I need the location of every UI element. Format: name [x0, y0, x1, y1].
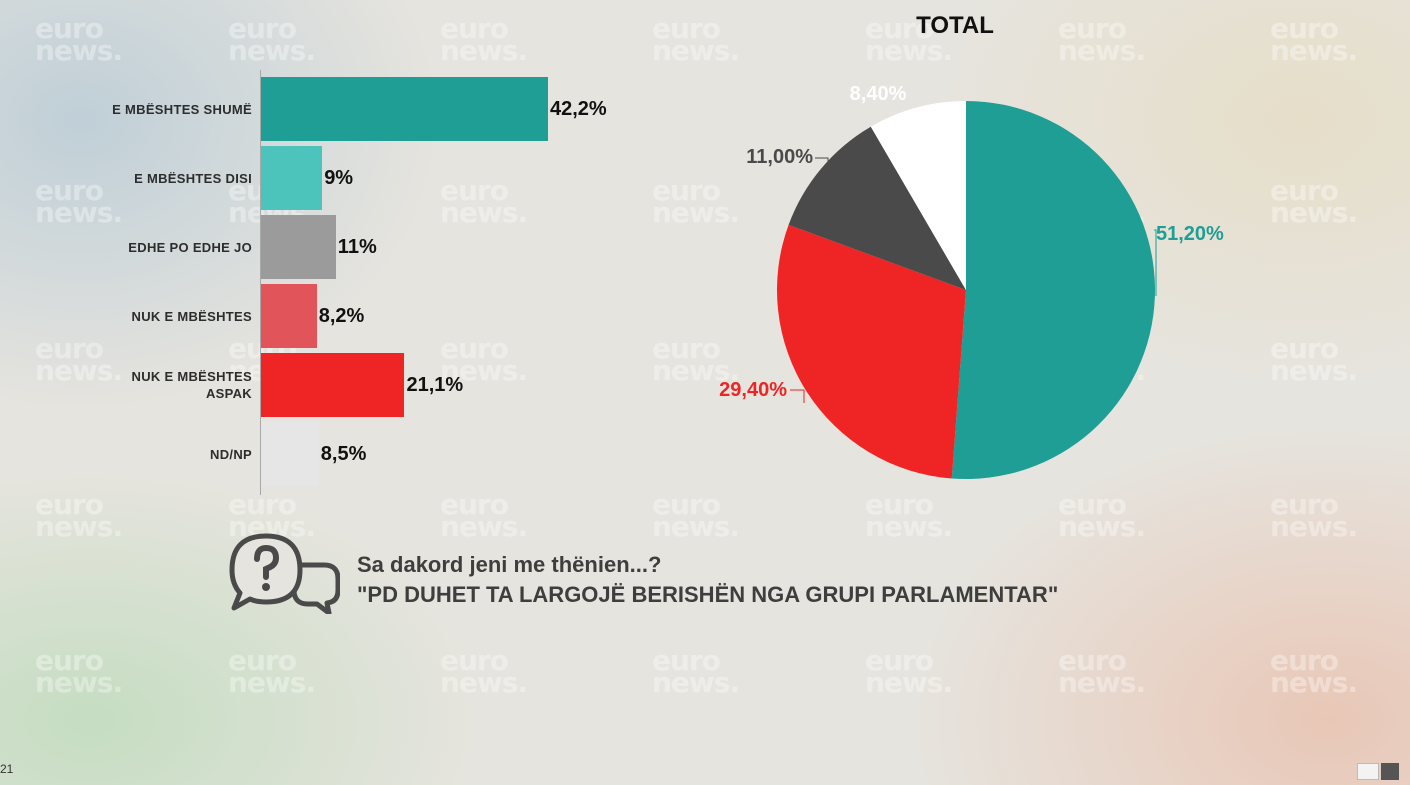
survey-question: Sa dakord jeni me thënien...? "PD DUHET … [228, 532, 1188, 622]
bar-chart: E MBËSHTES SHUMË 42,2% E MBËSHTES DISI 9% ED… [0, 70, 660, 500]
page-number: 21 [0, 762, 14, 776]
bar-category-label: E MBËSHTES DISI [134, 170, 252, 186]
bar [261, 353, 405, 417]
pie-leader-line [815, 157, 829, 170]
pie-slice [870, 101, 966, 290]
pie-slice [951, 101, 1155, 480]
pie-slice [788, 126, 966, 290]
bar [261, 422, 319, 486]
pie-value-label: 8,40% [850, 83, 907, 105]
bar-category-label: NUK E MBËSHTES [131, 308, 252, 324]
pie-value-label: 51,20% [1156, 223, 1224, 245]
bar-value-label: 9% [324, 166, 354, 189]
pie-leader-line [1154, 229, 1157, 296]
bar-value-label: 11% [337, 235, 377, 258]
pie-chart: 51,20% 29,40% 11,00% 8,40% [719, 83, 1224, 480]
speech-bubble-question-icon [229, 533, 340, 614]
bar [261, 284, 317, 348]
bar-row: E MBËSHTES DISI 9% [0, 146, 660, 210]
pie-leader-line [790, 389, 805, 403]
pie-value-label: 29,40% [719, 379, 787, 401]
question-statement: "PD DUHET TA LARGOJË BERISHËN NGA GRUPI … [357, 582, 1059, 607]
logo-part-left [1357, 763, 1379, 780]
bar-category-label: E MBËSHTES SHUMË [112, 101, 252, 117]
bar-value-label: 42,2% [549, 97, 607, 120]
bar-row: NUK E MBËSHTES 8,2% [0, 284, 660, 348]
pie-chart-title: TOTAL [916, 12, 994, 39]
broadcaster-logo [1357, 763, 1401, 780]
question-prompt: Sa dakord jeni me thënien...? [357, 552, 662, 577]
bar-row: NUK E MBËSHTES ASPAK 21,1% [0, 353, 660, 417]
bar-value-label: 21,1% [406, 373, 464, 396]
bar-row: E MBËSHTES SHUMË 42,2% [0, 77, 660, 141]
bar-category-label: ND/NP [210, 446, 252, 462]
bar-chart-axis [260, 70, 261, 495]
bar-row: ND/NP 8,5% [0, 422, 660, 486]
bar-value-label: 8,2% [318, 304, 365, 327]
bar [261, 77, 548, 141]
bar-value-label: 8,5% [320, 442, 367, 465]
bar [261, 215, 336, 279]
bar-category-label: NUK E MBËSHTES ASPAK [131, 369, 252, 401]
bar [261, 146, 323, 210]
bar-row: EDHE PO EDHE JO 11% [0, 215, 660, 279]
pie-value-label: 11,00% [746, 146, 813, 168]
pie-slice [777, 224, 966, 479]
bar-category-label: EDHE PO EDHE JO [128, 239, 252, 255]
logo-part-right [1381, 763, 1399, 780]
